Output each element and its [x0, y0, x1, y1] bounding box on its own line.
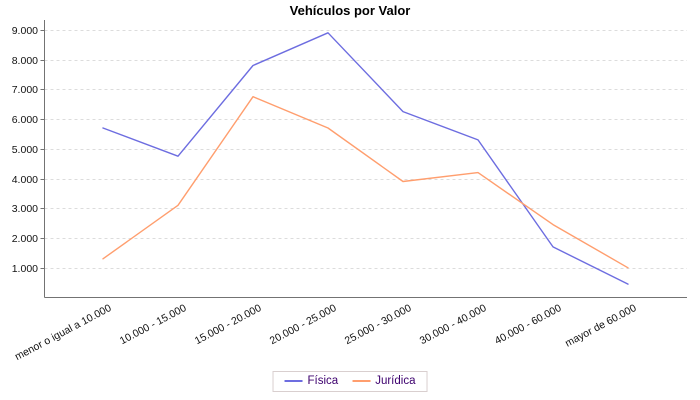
x-category-label: 40.000 - 60.000 [493, 302, 564, 347]
legend-line-swatch [284, 380, 303, 382]
y-tick-label: 3.000 [12, 203, 38, 215]
legend-label: Física [307, 375, 339, 387]
legend-item: Física [284, 375, 339, 387]
y-tick-label: 5.000 [12, 144, 38, 156]
axes-layer [40, 20, 687, 298]
y-tick-label: 1.000 [12, 263, 38, 275]
y-tick-label: 4.000 [12, 174, 38, 186]
x-category-label: 20.000 - 25.000 [268, 302, 339, 347]
y-tick-label: 6.000 [12, 114, 38, 126]
gridlines-layer [44, 30, 687, 269]
x-category-label: 10.000 - 15.000 [118, 302, 189, 347]
y-tick-label: 7.000 [12, 84, 38, 96]
y-tick-label: 2.000 [12, 233, 38, 245]
axis-labels-layer: 1.000 2.000 3.000 4.000 5.000 6.000 7.000 8.000… [12, 25, 639, 363]
series-layer [102, 32, 629, 285]
legend-label: Jurídica [375, 375, 416, 387]
legend-item: Jurídica [352, 375, 415, 387]
series-line-fisica [102, 32, 629, 285]
chart-legend: Física Jurídica [272, 371, 428, 392]
x-category-label: 30.000 - 40.000 [418, 302, 489, 347]
x-category-label: menor o igual a 10.000 [13, 302, 114, 363]
legend-line-swatch [352, 380, 371, 382]
x-category-label: mayor de 60.000 [563, 302, 638, 350]
chart-title: Vehículos por Valor [289, 3, 411, 18]
x-category-label: 15.000 - 20.000 [193, 302, 264, 347]
y-tick-label: 8.000 [12, 55, 38, 67]
x-category-label: 25.000 - 30.000 [343, 302, 414, 347]
series-line-juridica [102, 95, 629, 269]
y-tick-label: 9.000 [12, 25, 38, 37]
